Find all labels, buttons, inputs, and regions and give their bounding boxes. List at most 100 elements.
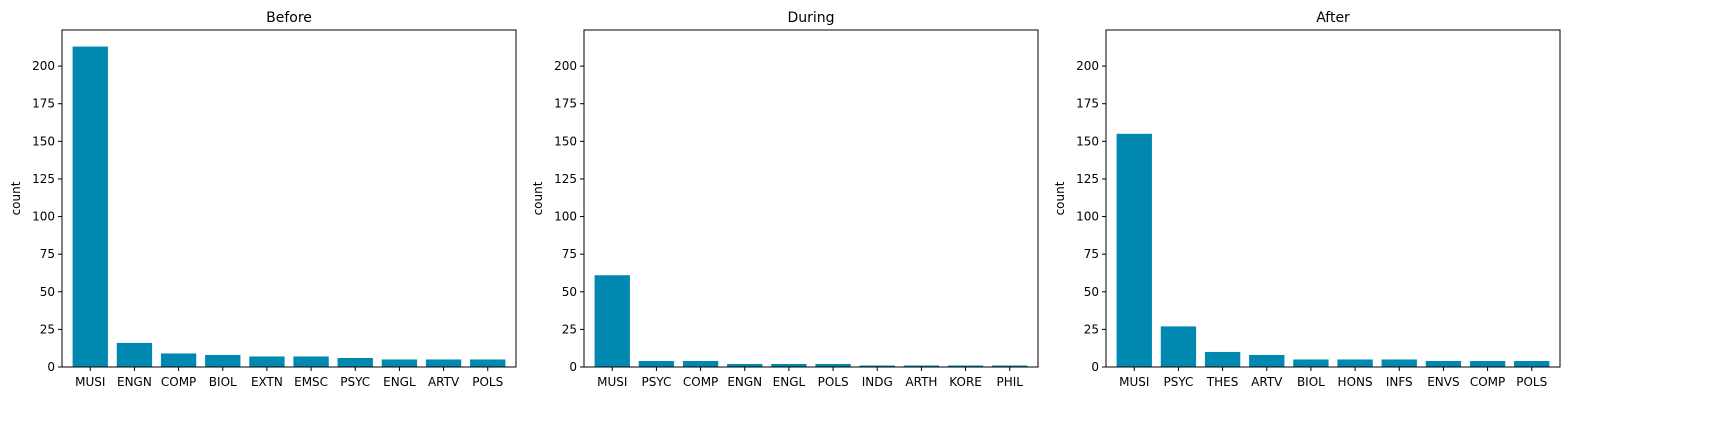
x-tick-label: INFS [1386, 375, 1413, 389]
bar-comp [1469, 360, 1506, 367]
y-tick-label: 75 [1084, 247, 1099, 261]
bar-phil [992, 365, 1028, 367]
x-tick-label: PSYC [1163, 375, 1193, 389]
plot-frame [1105, 29, 1561, 368]
x-tick-label: PHIL [996, 375, 1023, 389]
y-tick-label: 100 [554, 210, 577, 224]
bar-musi [594, 275, 630, 367]
y-tick-label: 125 [554, 172, 577, 186]
bar-musi [72, 46, 108, 368]
chart-panel-during: During count 0 25 50 75 100 125 150 175 200 MUSI PSY… [531, 10, 1039, 389]
x-tick-label: THES [1206, 375, 1239, 389]
x-tick-label: COMP [161, 375, 196, 389]
bar-kore [947, 365, 984, 367]
y-axis-label: count [1053, 181, 1067, 215]
y-tick-label: 175 [1076, 97, 1099, 111]
bar-engl [771, 363, 807, 367]
y-tick-label: 0 [569, 360, 577, 374]
bar-musi [1116, 133, 1152, 367]
x-tick-label: ENGL [383, 375, 416, 389]
x-tick-label: COMP [683, 375, 718, 389]
x-tick-label: ENGN [117, 375, 152, 389]
y-tick-label: 100 [32, 210, 55, 224]
x-tick-label: INDG [862, 375, 893, 389]
bar-engl [381, 359, 418, 367]
x-tick-label: ENVS [1427, 375, 1459, 389]
y-tick-label: 200 [554, 59, 577, 73]
bar-psyc [337, 357, 373, 367]
bar-pols [470, 359, 506, 367]
bar-envs [1425, 360, 1462, 367]
x-tick-label: POLS [818, 375, 849, 389]
y-tick-label: 125 [1076, 172, 1099, 186]
plot-frame [61, 29, 517, 368]
x-tick-label: BIOL [209, 375, 237, 389]
x-tick-label: MUSI [1119, 375, 1149, 389]
bar-comp [160, 353, 197, 367]
x-tick-label: ARTV [1251, 375, 1283, 389]
x-tick-label: HONS [1338, 375, 1373, 389]
y-tick-label: 25 [562, 322, 577, 336]
plot-frame [583, 29, 1039, 368]
y-tick-label: 25 [40, 322, 55, 336]
y-tick-label: 150 [554, 134, 577, 148]
x-tick-label: ARTV [428, 375, 460, 389]
x-tick-label: MUSI [597, 375, 627, 389]
bar-pols [1514, 360, 1550, 367]
bar-pols [815, 363, 851, 367]
x-tick-label: ENGL [773, 375, 806, 389]
y-tick-label: 150 [1076, 134, 1099, 148]
chart-title: Before [266, 10, 312, 26]
bar-infs [1381, 359, 1417, 367]
chart-panel-before: Before count 0 25 50 75 100 125 150 175 200 MUSI ENG… [9, 10, 517, 389]
bar-biol [205, 354, 241, 367]
bar-emsc [293, 356, 329, 367]
y-tick-label: 175 [32, 97, 55, 111]
y-tick-label: 50 [562, 285, 577, 299]
bar-hons [1337, 359, 1373, 367]
bar-biol [1293, 359, 1329, 367]
y-tick-label: 150 [32, 134, 55, 148]
y-tick-label: 0 [47, 360, 55, 374]
x-tick-label: ENGN [727, 375, 762, 389]
x-tick-label: ARTH [905, 375, 937, 389]
y-tick-label: 200 [1076, 59, 1099, 73]
x-tick-label: POLS [472, 375, 503, 389]
y-tick-label: 50 [40, 285, 55, 299]
x-tick-label: COMP [1470, 375, 1505, 389]
chart-title: After [1316, 10, 1350, 26]
bar-psyc [638, 360, 675, 367]
y-tick-label: 50 [1084, 285, 1099, 299]
y-tick-label: 0 [1091, 360, 1099, 374]
x-tick-label: PSYC [641, 375, 671, 389]
x-tick-label: POLS [1516, 375, 1547, 389]
y-tick-label: 100 [1076, 210, 1099, 224]
y-tick-label: 200 [32, 59, 55, 73]
x-tick-label: PSYC [340, 375, 370, 389]
bar-comp [682, 360, 719, 367]
x-tick-label: KORE [949, 375, 982, 389]
y-axis-label: count [9, 181, 23, 215]
bar-indg [859, 365, 895, 367]
bar-artv [425, 359, 462, 367]
bar-engn [727, 363, 763, 367]
y-axis-label: count [531, 181, 545, 215]
x-tick-label: EMSC [294, 375, 328, 389]
y-tick-label: 175 [554, 97, 577, 111]
y-tick-label: 125 [32, 172, 55, 186]
bar-thes [1204, 351, 1241, 367]
chart-panel-after: After count 0 25 50 75 100 125 150 175 200 MUSI PSYC… [1053, 10, 1561, 389]
x-tick-label: EXTN [251, 375, 283, 389]
y-tick-label: 75 [40, 247, 55, 261]
bar-artv [1249, 354, 1285, 367]
bar-psyc [1160, 326, 1197, 367]
bar-extn [249, 356, 285, 367]
bar-arth [903, 365, 940, 367]
x-tick-label: MUSI [75, 375, 105, 389]
y-tick-label: 75 [562, 247, 577, 261]
y-tick-label: 25 [1084, 322, 1099, 336]
bar-engn [116, 342, 153, 367]
x-tick-label: BIOL [1297, 375, 1325, 389]
chart-title: During [787, 10, 834, 26]
